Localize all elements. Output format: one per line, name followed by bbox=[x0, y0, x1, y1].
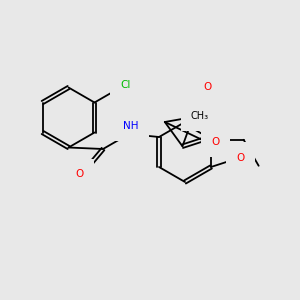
Text: O: O bbox=[236, 153, 244, 163]
Text: O: O bbox=[203, 82, 212, 92]
Text: O: O bbox=[76, 169, 84, 179]
Text: O: O bbox=[212, 137, 220, 147]
Text: Cl: Cl bbox=[120, 80, 131, 89]
Text: NH: NH bbox=[123, 121, 139, 131]
Text: CH₃: CH₃ bbox=[190, 111, 209, 121]
